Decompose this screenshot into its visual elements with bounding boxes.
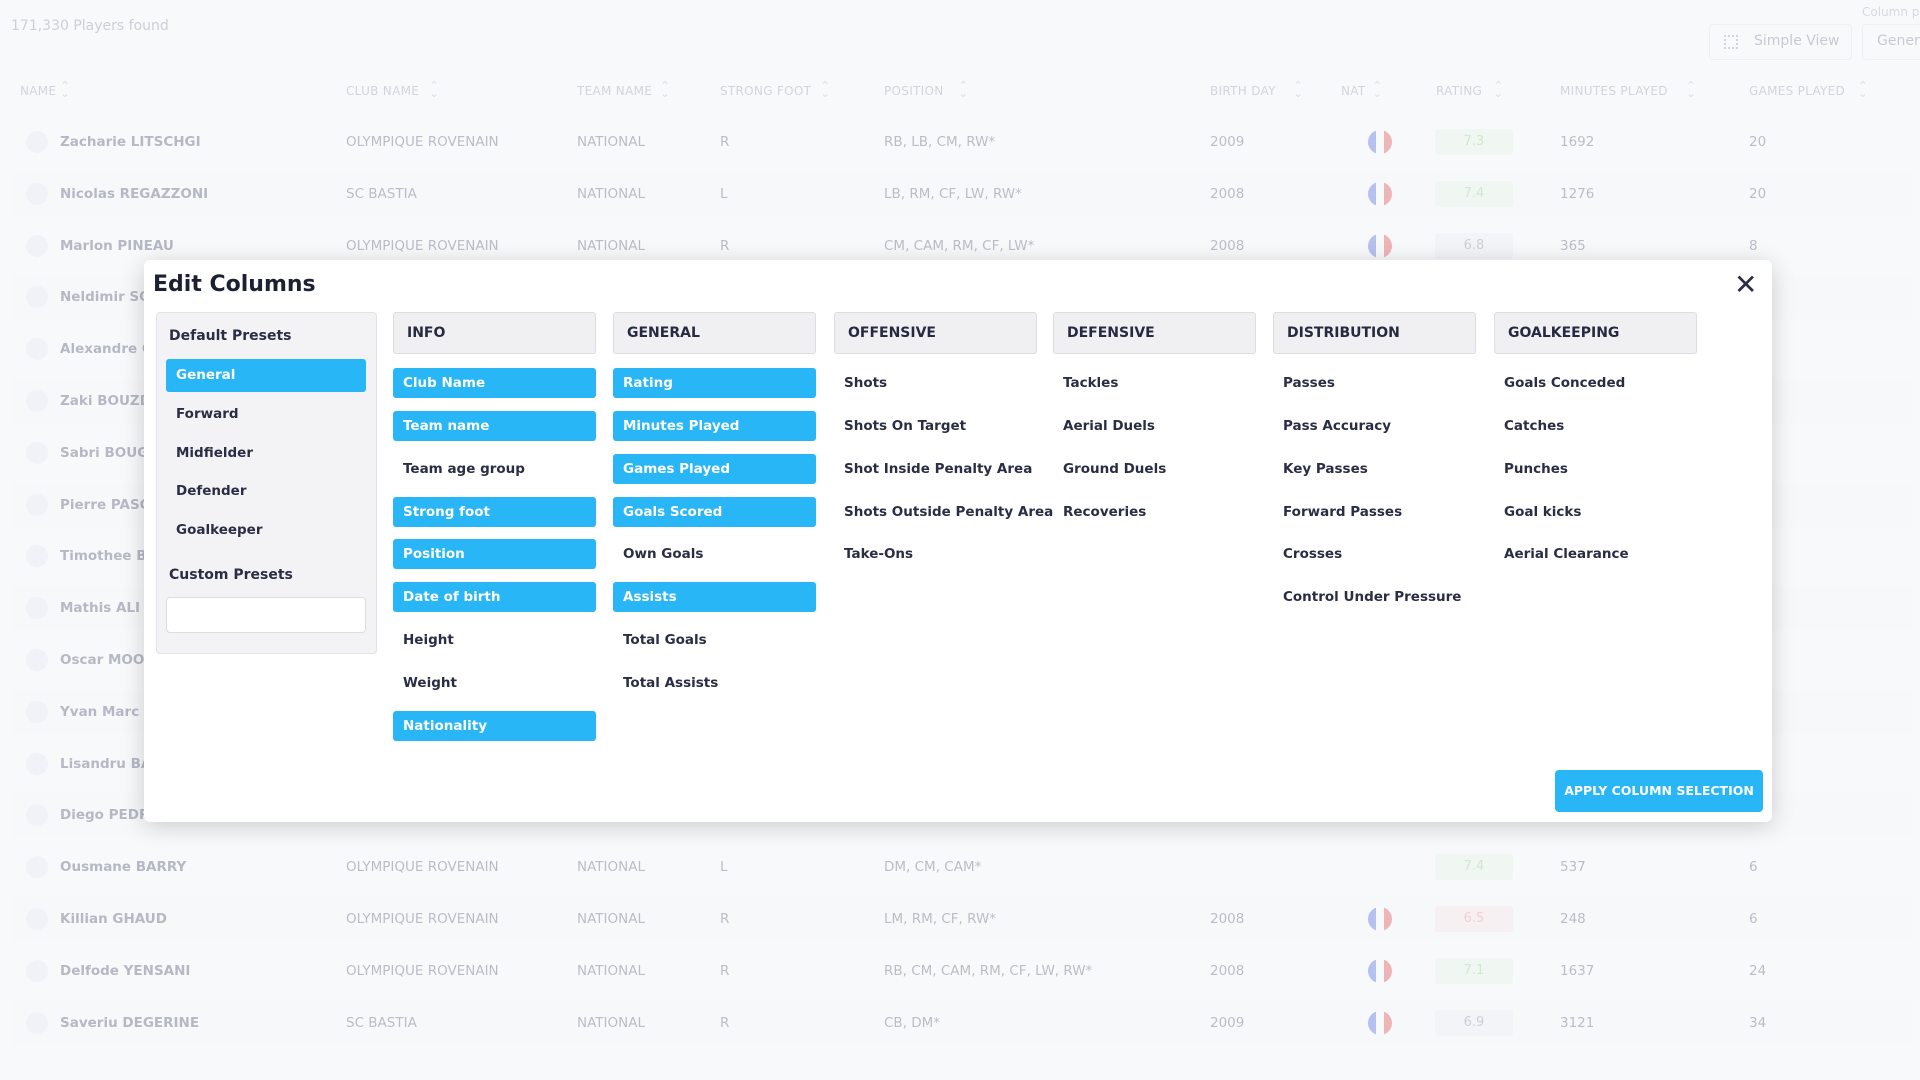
- column-option[interactable]: Take-Ons: [844, 546, 914, 563]
- group-header: GENERAL: [613, 312, 816, 354]
- column-option[interactable]: Key Passes: [1283, 460, 1368, 477]
- column-option[interactable]: Position: [393, 539, 596, 570]
- default-presets-title: Default Presets: [169, 328, 292, 344]
- column-option[interactable]: Forward Passes: [1283, 503, 1403, 520]
- column-option[interactable]: Date of birth: [393, 582, 596, 613]
- column-option[interactable]: Shots Outside Penalty Area: [844, 503, 1054, 520]
- preset-item[interactable]: Defender: [176, 483, 247, 500]
- group-header: DISTRIBUTION: [1273, 312, 1476, 354]
- column-option[interactable]: Assists: [613, 582, 816, 613]
- preset-item[interactable]: Midfielder: [176, 444, 253, 461]
- group-header: INFO: [393, 312, 596, 354]
- column-option[interactable]: Rating: [613, 368, 816, 398]
- close-button[interactable]: ✕: [1734, 268, 1758, 301]
- column-option[interactable]: Strong foot: [393, 496, 596, 527]
- column-option[interactable]: Pass Accuracy: [1283, 417, 1392, 434]
- preset-item[interactable]: Goalkeeper: [176, 522, 263, 539]
- custom-preset-input[interactable]: [166, 597, 366, 633]
- column-option[interactable]: Shots On Target: [844, 417, 967, 434]
- column-option[interactable]: Shots: [844, 375, 888, 391]
- column-option[interactable]: Team age group: [403, 460, 525, 477]
- group-header: OFFENSIVE: [834, 312, 1037, 354]
- column-option[interactable]: Team name: [393, 410, 596, 441]
- column-option[interactable]: Aerial Clearance: [1504, 546, 1629, 563]
- column-option[interactable]: Tackles: [1063, 375, 1119, 391]
- preset-item[interactable]: General: [166, 359, 366, 392]
- column-option[interactable]: Goals Conceded: [1504, 375, 1626, 391]
- column-option[interactable]: Goals Scored: [613, 496, 816, 527]
- column-option[interactable]: Goal kicks: [1504, 503, 1582, 520]
- modal-title: Edit Columns: [153, 272, 316, 297]
- column-option[interactable]: Ground Duels: [1063, 460, 1167, 477]
- preset-item[interactable]: Forward: [176, 405, 239, 422]
- column-option[interactable]: Minutes Played: [613, 410, 816, 441]
- column-option[interactable]: Punches: [1504, 460, 1568, 477]
- group-header: GOALKEEPING: [1494, 312, 1697, 354]
- column-option[interactable]: Total Assists: [623, 674, 719, 691]
- column-option[interactable]: Nationality: [393, 710, 596, 741]
- column-option[interactable]: Weight: [403, 674, 457, 691]
- group-header: DEFENSIVE: [1053, 312, 1256, 354]
- column-option[interactable]: Height: [403, 632, 454, 649]
- column-option[interactable]: Club Name: [393, 368, 596, 398]
- edit-columns-modal: Edit Columns ✕ Default Presets General Forwa…: [144, 260, 1772, 822]
- custom-presets-title: Custom Presets: [169, 567, 293, 583]
- column-option[interactable]: Total Goals: [623, 632, 707, 649]
- column-option[interactable]: Passes: [1283, 375, 1335, 391]
- column-option[interactable]: Shot Inside Penalty Area: [844, 460, 1033, 477]
- column-option[interactable]: Control Under Pressure: [1283, 589, 1462, 606]
- column-option[interactable]: Catches: [1504, 417, 1565, 434]
- presets-panel: Default Presets General Forward Midfielder D…: [156, 312, 377, 654]
- apply-button[interactable]: APPLY COLUMN SELECTION: [1555, 770, 1763, 812]
- column-option[interactable]: Games Played: [613, 453, 816, 484]
- column-option[interactable]: Crosses: [1283, 546, 1343, 563]
- column-option[interactable]: Recoveries: [1063, 503, 1147, 520]
- column-option[interactable]: Aerial Duels: [1063, 417, 1155, 434]
- column-option[interactable]: Own Goals: [623, 546, 704, 563]
